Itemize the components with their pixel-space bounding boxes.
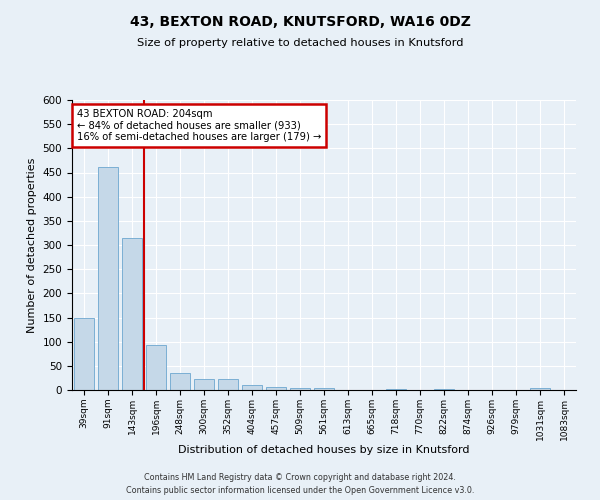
Bar <box>98 166 118 390</box>
X-axis label: Distribution of detached houses by size in Knutsford: Distribution of detached houses by size … <box>178 446 470 456</box>
Bar <box>530 388 550 390</box>
Bar <box>290 388 310 390</box>
Bar <box>218 380 238 390</box>
Y-axis label: Number of detached properties: Number of detached properties <box>27 158 37 332</box>
Bar <box>146 345 166 390</box>
Text: Contains HM Land Registry data © Crown copyright and database right 2024.: Contains HM Land Registry data © Crown c… <box>144 472 456 482</box>
Text: Size of property relative to detached houses in Knutsford: Size of property relative to detached ho… <box>137 38 463 48</box>
Bar <box>314 388 334 390</box>
Bar <box>122 238 142 390</box>
Bar <box>74 318 94 390</box>
Bar <box>170 372 190 390</box>
Bar <box>434 388 454 390</box>
Bar <box>386 388 406 390</box>
Bar <box>194 380 214 390</box>
Text: 43 BEXTON ROAD: 204sqm
← 84% of detached houses are smaller (933)
16% of semi-de: 43 BEXTON ROAD: 204sqm ← 84% of detached… <box>77 108 322 142</box>
Bar <box>242 384 262 390</box>
Bar <box>266 386 286 390</box>
Text: Contains public sector information licensed under the Open Government Licence v3: Contains public sector information licen… <box>126 486 474 495</box>
Text: 43, BEXTON ROAD, KNUTSFORD, WA16 0DZ: 43, BEXTON ROAD, KNUTSFORD, WA16 0DZ <box>130 15 470 29</box>
